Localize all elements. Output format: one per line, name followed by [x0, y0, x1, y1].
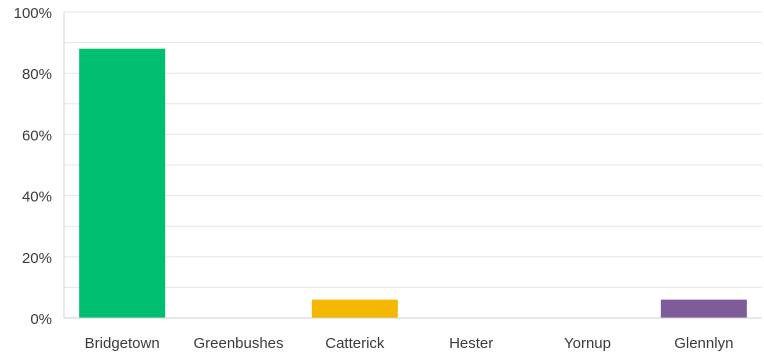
- x-category-label: Glennlyn: [674, 335, 733, 352]
- y-tick-label: 0%: [30, 311, 52, 328]
- y-tick-label: 60%: [22, 127, 52, 144]
- y-tick-label: 100%: [14, 5, 52, 22]
- x-axis-categories: Bridgetown Greenbushes Catterick Hester Yorn…: [85, 335, 734, 352]
- gridlines: [64, 11, 762, 288]
- x-category-label: Yornup: [564, 335, 611, 352]
- y-tick-label: 20%: [22, 250, 52, 267]
- x-category-label: Bridgetown: [85, 335, 160, 352]
- x-category-label: Catterick: [325, 335, 385, 352]
- x-category-label: Hester: [449, 335, 493, 352]
- bar-bridgetown[interactable]: [79, 48, 166, 318]
- bar-catterick[interactable]: [311, 299, 398, 318]
- y-tick-label: 80%: [22, 66, 52, 83]
- bars: [79, 48, 747, 318]
- bar-glennlyn[interactable]: [660, 299, 747, 318]
- y-axis-ticks: 0% 20% 40% 60% 80% 100%: [14, 5, 52, 328]
- x-category-label: Greenbushes: [193, 335, 283, 352]
- y-tick-label: 40%: [22, 189, 52, 206]
